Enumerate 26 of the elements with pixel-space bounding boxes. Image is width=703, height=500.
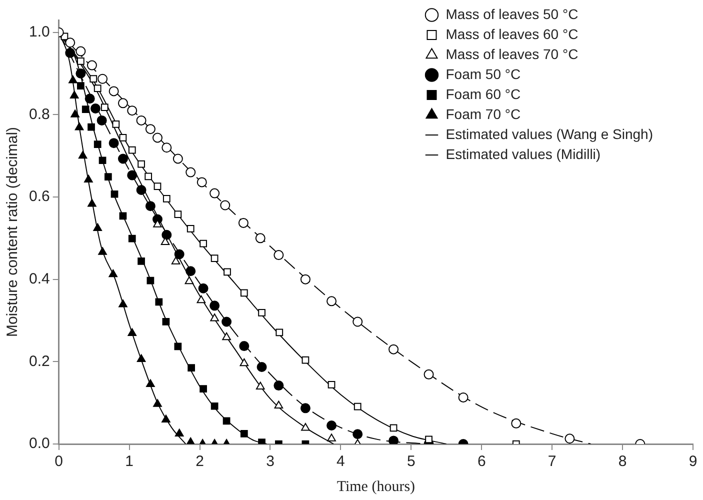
legend-label: Mass of leaves 50 °C [446,6,578,22]
y-tick-label: 0.0 [28,435,50,452]
legend-label: Estimated values (Midilli) [446,146,601,162]
legend-label: Foam 50 °C [446,66,521,82]
y-tick-label: 0.2 [28,352,50,370]
x-tick-label: 2 [196,453,204,470]
x-tick-label: 1 [125,453,134,470]
x-tick-label: 0 [54,453,64,470]
y-tick-label: 0.6 [28,188,50,206]
x-tick-label: 8 [618,453,627,470]
legend-label: Mass of leaves 60 °C [446,26,578,42]
x-tick-label: 6 [477,453,486,470]
x-axis-title: Time (hours) [336,478,416,495]
x-tick-label: 7 [548,453,556,470]
x-tick-label: 3 [266,453,274,470]
y-axis-title: Moisture content ratio (decimal) [4,126,22,338]
y-tick-label: 1.0 [28,23,50,40]
legend-label: Mass of leaves 70 °C [446,46,578,62]
legend-label: Foam 60 °C [446,86,521,102]
legend-label: Foam 70 °C [446,106,521,122]
legend-label: Estimated values (Wang e Singh) [446,126,654,142]
x-tick-label: 5 [406,453,416,470]
x-tick-label: 9 [688,453,698,470]
y-tick-label: 0.4 [28,270,50,288]
y-tick-label: 0.8 [28,106,50,123]
x-tick-label: 4 [336,453,345,470]
